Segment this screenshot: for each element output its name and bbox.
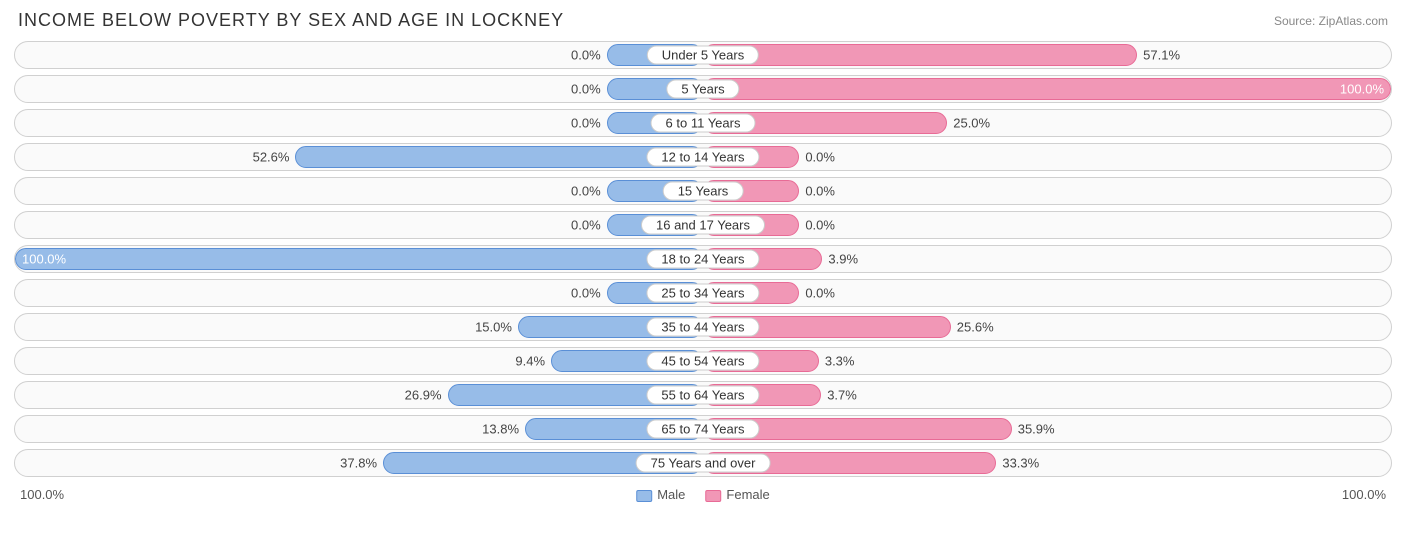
category-label: 18 to 24 Years xyxy=(646,250,759,269)
chart-row: 100.0% 3.9% 18 to 24 Years xyxy=(14,245,1392,273)
female-value-label: 25.6% xyxy=(957,320,994,335)
category-label: 75 Years and over xyxy=(636,454,771,473)
male-swatch-icon xyxy=(636,490,652,502)
female-value-label: 25.0% xyxy=(953,116,990,131)
axis-right-label: 100.0% xyxy=(1342,487,1386,502)
female-value-label: 3.7% xyxy=(827,388,857,403)
chart-row: 0.0% 57.1% Under 5 Years xyxy=(14,41,1392,69)
male-value-label: 0.0% xyxy=(571,218,601,233)
male-bar xyxy=(295,146,703,168)
category-label: 12 to 14 Years xyxy=(646,148,759,167)
male-value-label: 26.9% xyxy=(405,388,442,403)
category-label: 45 to 54 Years xyxy=(646,352,759,371)
female-value-label: 100.0% xyxy=(1340,82,1384,97)
chart-row: 15.0% 25.6% 35 to 44 Years xyxy=(14,313,1392,341)
chart-row: 26.9% 3.7% 55 to 64 Years xyxy=(14,381,1392,409)
male-value-label: 0.0% xyxy=(571,48,601,63)
female-value-label: 3.9% xyxy=(828,252,858,267)
female-bar xyxy=(703,44,1137,66)
male-value-label: 13.8% xyxy=(482,422,519,437)
legend-female: Female xyxy=(705,487,769,502)
female-bar: 100.0% xyxy=(703,78,1391,100)
male-value-label: 100.0% xyxy=(22,252,66,267)
chart-row: 9.4% 3.3% 45 to 54 Years xyxy=(14,347,1392,375)
male-value-label: 0.0% xyxy=(571,184,601,199)
category-label: 65 to 74 Years xyxy=(646,420,759,439)
chart-rows: 0.0%57.1%Under 5 Years0.0%100.0%5 Years0… xyxy=(14,41,1392,477)
female-value-label: 0.0% xyxy=(805,218,835,233)
legend-male: Male xyxy=(636,487,685,502)
legend-male-label: Male xyxy=(657,487,685,502)
category-label: 55 to 64 Years xyxy=(646,386,759,405)
chart-title: INCOME BELOW POVERTY BY SEX AND AGE IN L… xyxy=(18,10,564,31)
chart-header: INCOME BELOW POVERTY BY SEX AND AGE IN L… xyxy=(14,10,1392,31)
male-bar: 100.0% xyxy=(15,248,703,270)
category-label: 15 Years xyxy=(663,182,744,201)
female-value-label: 0.0% xyxy=(805,184,835,199)
chart-row: 37.8% 33.3% 75 Years and over xyxy=(14,449,1392,477)
legend-female-label: Female xyxy=(726,487,769,502)
category-label: 25 to 34 Years xyxy=(646,284,759,303)
category-label: 6 to 11 Years xyxy=(651,114,756,133)
chart-row: 0.0% 0.0% 25 to 34 Years xyxy=(14,279,1392,307)
female-value-label: 35.9% xyxy=(1018,422,1055,437)
female-value-label: 3.3% xyxy=(825,354,855,369)
chart-row: 0.0% 100.0% 5 Years xyxy=(14,75,1392,103)
axis-left-label: 100.0% xyxy=(20,487,64,502)
chart-row: 0.0% 0.0% 15 Years xyxy=(14,177,1392,205)
female-value-label: 0.0% xyxy=(805,150,835,165)
category-label: 35 to 44 Years xyxy=(646,318,759,337)
male-value-label: 0.0% xyxy=(571,286,601,301)
male-value-label: 37.8% xyxy=(340,456,377,471)
chart-row: 52.6% 0.0% 12 to 14 Years xyxy=(14,143,1392,171)
male-value-label: 9.4% xyxy=(515,354,545,369)
female-value-label: 33.3% xyxy=(1002,456,1039,471)
female-value-label: 0.0% xyxy=(805,286,835,301)
category-label: 5 Years xyxy=(666,80,739,99)
chart-row: 13.8% 35.9% 65 to 74 Years xyxy=(14,415,1392,443)
chart-row: 0.0% 0.0% 16 and 17 Years xyxy=(14,211,1392,239)
male-value-label: 15.0% xyxy=(475,320,512,335)
female-swatch-icon xyxy=(705,490,721,502)
legend: Male Female xyxy=(636,487,770,502)
female-value-label: 57.1% xyxy=(1143,48,1180,63)
male-value-label: 0.0% xyxy=(571,82,601,97)
male-value-label: 0.0% xyxy=(571,116,601,131)
chart-footer: 100.0% Male Female 100.0% xyxy=(14,487,1392,507)
category-label: 16 and 17 Years xyxy=(641,216,765,235)
chart-source: Source: ZipAtlas.com xyxy=(1274,14,1388,28)
male-value-label: 52.6% xyxy=(253,150,290,165)
category-label: Under 5 Years xyxy=(647,46,759,65)
chart-row: 0.0% 25.0% 6 to 11 Years xyxy=(14,109,1392,137)
